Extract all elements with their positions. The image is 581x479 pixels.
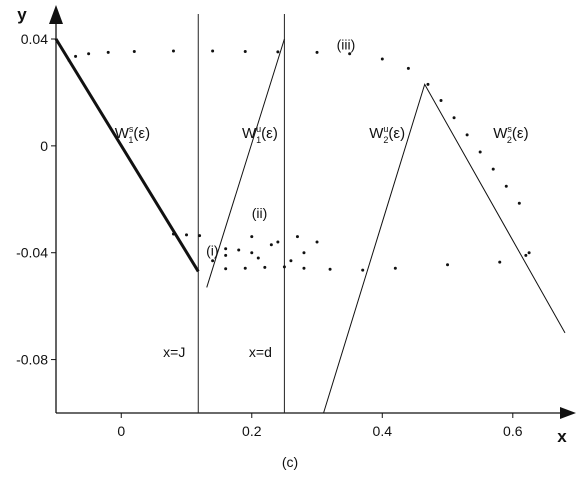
curve-label: Wu 1(ε) [242,124,278,145]
series-point [269,243,273,247]
series-point [250,251,254,255]
series-point [289,259,293,263]
series-line-2 [323,83,566,414]
series-point [295,235,299,239]
series-point [171,232,175,236]
x-tick-label: 0 [117,423,125,439]
series-point [524,253,528,257]
series-point [243,266,247,270]
series-point [498,260,502,264]
series-point [446,263,450,267]
series-point [185,233,189,237]
series-point [315,50,319,54]
y-axis-label: y [17,5,27,24]
series-point [237,248,241,252]
y-tick-label: 0.04 [21,31,48,47]
curve-label: Ws 2(ε) [493,124,528,145]
series-point [276,240,280,244]
figure-caption: (c) [282,454,298,470]
curve-label: Ws 1(ε) [115,124,150,145]
series-point [171,49,175,53]
series-point [224,247,228,251]
series-point [380,57,384,61]
series-point [527,251,531,255]
series-point [276,50,280,54]
series-point [211,49,215,53]
series-point [478,150,482,154]
series-point [282,265,286,269]
series-point [132,50,136,54]
series-line-1 [206,38,285,288]
series-point [504,184,508,188]
series-point [224,267,228,271]
y-tick-label: -0.08 [16,352,48,368]
series-point [315,240,319,244]
series-point [491,167,495,171]
y-tick-label: -0.04 [16,245,48,261]
series-point [426,82,430,86]
series-point [465,133,469,137]
series-point [243,50,247,54]
x-tick-label: 0.4 [373,423,393,439]
series-point [67,58,71,62]
series-point [406,66,410,70]
x-axis-label: x [557,427,567,446]
series-point [106,50,110,54]
x-tick-label: 0.6 [503,423,523,439]
series-point [517,201,521,205]
reference-vline-label: x=J [163,344,185,360]
series-line-0 [54,38,200,273]
series-point [302,266,306,270]
region-annotation: (ii) [252,205,268,221]
series-point [198,234,202,238]
y-tick-label: 0 [40,138,48,154]
series-point [393,266,397,270]
series-point [302,251,306,255]
series-point [250,235,254,239]
series-point [256,256,260,260]
reference-vline-label: x=d [249,344,272,360]
series-point [361,268,365,272]
series-point [328,267,332,271]
series-point [263,265,267,269]
x-axis-arrow [560,407,576,419]
series-point [452,116,456,120]
region-annotation: (i) [206,242,218,258]
x-tick-label: 0.2 [242,423,262,439]
series-point [439,98,443,102]
region-annotation: (iii) [337,37,356,53]
y-axis-arrow [49,5,63,24]
series-point [87,52,91,56]
series-point [74,54,78,58]
curve-label: Wu 2(ε) [369,124,405,145]
series-point [348,52,352,56]
series-point [224,253,228,257]
series-point [211,259,215,263]
